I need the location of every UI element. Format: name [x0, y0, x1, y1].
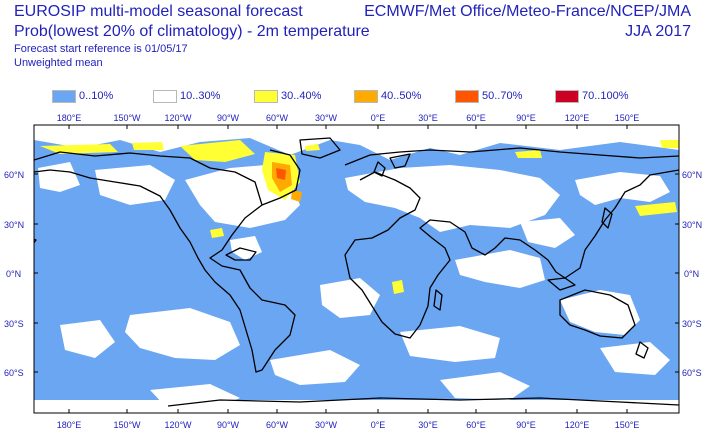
- lon-label: 90°E: [516, 113, 536, 123]
- longitude-labels-bottom: 180°E 150°W 120°W 90°W 60°W 30°W 0°E 30°…: [57, 420, 640, 430]
- legend-label: 70..100%: [582, 90, 629, 102]
- lat-label: 30°S: [682, 319, 702, 329]
- lon-label: 30°E: [418, 113, 438, 123]
- season-label: JJA 2017: [625, 23, 691, 40]
- lat-label: 30°S: [4, 319, 24, 329]
- lon-label: 90°W: [217, 113, 240, 123]
- legend: 0..10% 10..30% 30..40% 40..50% 50..70% 7…: [52, 88, 692, 104]
- probability-fields: [34, 125, 679, 413]
- start-reference: Forecast start reference is 01/05/17: [14, 43, 188, 55]
- lat-label: 30°N: [682, 220, 702, 230]
- latitude-labels-right: 60°N 30°N 0°N 30°S 60°S: [682, 170, 702, 378]
- probability-map: 180°E 150°W 120°W 90°W 60°W 30°W 0°E 30°…: [4, 113, 702, 430]
- lon-label: 180°E: [57, 420, 82, 430]
- lon-label: 120°W: [164, 420, 192, 430]
- legend-swatch: [455, 89, 479, 103]
- legend-swatch: [555, 89, 579, 103]
- lon-label: 30°W: [315, 420, 338, 430]
- lat-label: 30°N: [4, 220, 24, 230]
- lon-label: 0°E: [371, 113, 386, 123]
- lon-label: 150°E: [615, 420, 640, 430]
- lon-label: 180°E: [57, 113, 82, 123]
- coastlines: [34, 137, 679, 407]
- lon-label: 30°E: [418, 420, 438, 430]
- lon-label: 60°E: [466, 113, 486, 123]
- legend-item: 50..70%: [455, 88, 522, 104]
- lon-label: 90°E: [516, 420, 536, 430]
- title-line-2: Prob(lowest 20% of climatology) - 2m tem…: [14, 23, 370, 40]
- legend-item: 30..40%: [254, 88, 321, 104]
- legend-item: 0..10%: [52, 88, 113, 104]
- legend-label: 40..50%: [381, 90, 422, 102]
- lat-label: 60°N: [682, 170, 702, 180]
- legend-item: 40..50%: [354, 88, 421, 104]
- legend-item: 10..30%: [153, 88, 220, 104]
- lon-label: 150°E: [615, 113, 640, 123]
- lon-label: 90°W: [217, 420, 240, 430]
- lon-label: 60°W: [266, 420, 289, 430]
- lat-label: 0°N: [684, 269, 699, 279]
- title-line-1: EUROSIP multi-model seasonal forecast: [14, 3, 303, 20]
- lon-label: 60°E: [466, 420, 486, 430]
- lon-label: 120°E: [565, 113, 590, 123]
- lon-label: 150°W: [113, 113, 141, 123]
- tick-marks: [34, 125, 679, 413]
- lat-label: 60°S: [682, 368, 702, 378]
- legend-item: 70..100%: [555, 88, 628, 104]
- legend-swatch: [354, 89, 378, 103]
- latitude-labels-left: 60°N 30°N 0°N 30°S 60°S: [4, 170, 24, 378]
- weighting-note: Unweighted mean: [14, 57, 103, 69]
- map-frame: [33, 124, 680, 414]
- lon-label: 150°W: [113, 420, 141, 430]
- centres-label: ECMWF/Met Office/Meteo-France/NCEP/JMA: [364, 3, 691, 20]
- legend-label: 0..10%: [79, 90, 114, 102]
- lon-label: 30°W: [315, 113, 338, 123]
- category-10-30-areas: [34, 125, 679, 413]
- legend-swatch: [254, 89, 278, 103]
- lon-label: 60°W: [266, 113, 289, 123]
- legend-label: 50..70%: [482, 90, 523, 102]
- lon-label: 120°W: [164, 113, 192, 123]
- legend-swatch: [52, 89, 76, 103]
- legend-label: 30..40%: [281, 90, 322, 102]
- category-50-70-areas: [276, 168, 286, 180]
- longitude-labels-top: 180°E 150°W 120°W 90°W 60°W 30°W 0°E 30°…: [57, 113, 640, 123]
- lon-label: 120°E: [565, 420, 590, 430]
- lat-label: 60°S: [4, 368, 24, 378]
- legend-swatch: [153, 89, 177, 103]
- legend-label: 10..30%: [180, 90, 221, 102]
- lon-label: 0°E: [371, 420, 386, 430]
- lat-label: 0°N: [6, 269, 21, 279]
- lat-label: 60°N: [4, 170, 24, 180]
